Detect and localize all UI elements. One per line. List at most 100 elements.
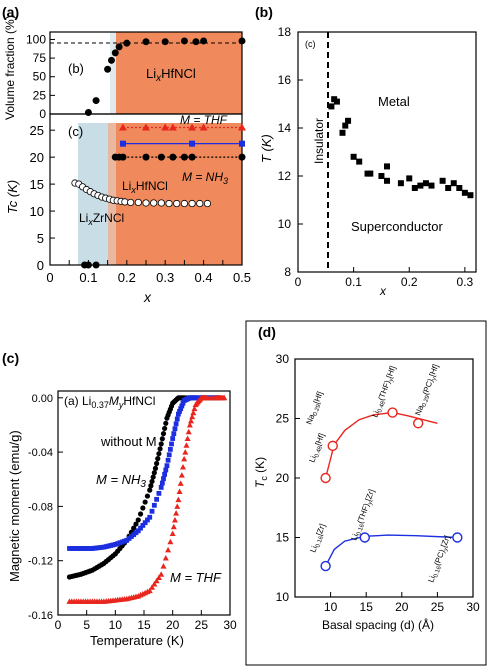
x-tick-label: 0 xyxy=(46,270,53,285)
insulator-region-a-top xyxy=(110,32,117,114)
plot-frame-b xyxy=(297,31,477,273)
y-tick-label: 0 xyxy=(39,107,46,121)
point-label: Li0.48[Hf] xyxy=(307,432,328,464)
data-point xyxy=(180,37,188,45)
title-c: Li0.37MyHfNCl xyxy=(82,394,155,410)
x-tick-label: 0.1 xyxy=(79,270,97,285)
x-tick-label: 0.2 xyxy=(118,270,136,285)
data-point xyxy=(154,460,160,467)
x-tick-label: 5 xyxy=(83,618,90,632)
data-point xyxy=(133,521,139,527)
data-point xyxy=(203,199,212,208)
data-point xyxy=(189,413,196,420)
data-point xyxy=(84,109,92,117)
points-c xyxy=(66,394,228,604)
sub-label-b: (c) xyxy=(305,39,316,49)
data-point xyxy=(146,587,153,594)
data-point xyxy=(159,436,165,442)
data-point xyxy=(177,408,182,414)
y-tick-label: 20 xyxy=(30,150,44,165)
data-point xyxy=(157,153,165,161)
data-point xyxy=(200,37,208,45)
y-tick-label: -0.08 xyxy=(28,501,53,513)
series-lines-a-bottom xyxy=(115,126,242,158)
data-point xyxy=(412,418,424,429)
data-point xyxy=(163,420,169,426)
data-point xyxy=(169,530,176,537)
data-point xyxy=(174,503,181,509)
y-tick-label: 10 xyxy=(278,217,292,231)
y-tick-label: 18 xyxy=(278,25,292,39)
panel-label-c: (c) xyxy=(2,350,19,366)
data-point xyxy=(328,103,335,110)
data-point xyxy=(161,123,170,131)
data-point xyxy=(180,199,188,208)
data-point xyxy=(142,38,150,46)
data-point xyxy=(387,407,398,418)
data-point xyxy=(159,480,165,486)
data-point xyxy=(327,440,338,452)
data-point xyxy=(190,409,197,416)
data-point xyxy=(181,455,188,462)
data-point xyxy=(171,431,177,437)
y-ticks-a-top: 0 25 50 75 100 xyxy=(26,32,55,121)
panel-label-b: (b) xyxy=(255,4,273,20)
data-point xyxy=(137,511,144,517)
data-point xyxy=(167,446,173,452)
data-point xyxy=(145,517,150,523)
data-point xyxy=(238,37,246,45)
label-c-nh3: M = NH3 xyxy=(96,472,146,490)
data-point xyxy=(445,185,452,191)
data-point xyxy=(142,199,150,207)
data-point xyxy=(456,185,463,191)
data-point xyxy=(359,532,370,543)
points-a-top xyxy=(84,37,246,117)
y-tick-label: 10 xyxy=(30,204,44,219)
data-point xyxy=(439,177,446,184)
data-point xyxy=(142,499,148,505)
data-point xyxy=(461,189,468,196)
data-point xyxy=(221,394,228,401)
data-point xyxy=(167,538,174,545)
data-point xyxy=(144,493,151,499)
x-tick-label: 15 xyxy=(360,600,374,614)
x-tick-label: 30 xyxy=(223,618,237,632)
data-point xyxy=(92,261,100,269)
x-tick-label: 25 xyxy=(431,600,445,614)
data-point xyxy=(134,198,142,207)
data-point xyxy=(179,403,185,409)
point-label: Na0.29(PC)y[Hf] xyxy=(413,363,442,417)
data-point xyxy=(384,177,390,184)
data-point xyxy=(142,153,150,161)
data-point xyxy=(149,478,155,485)
data-point xyxy=(450,180,457,187)
point-labels-d: Li0.48[Hf]Na0.29[Hf]Li0.48(THF)y[Hf]Na0.… xyxy=(304,363,451,584)
x-tick-label: 30 xyxy=(466,600,480,614)
ylabel-tc: Tc (K) xyxy=(5,180,20,214)
y-tick-label: 14 xyxy=(278,121,292,135)
panel-label-d: (d) xyxy=(258,324,276,340)
data-point xyxy=(149,584,156,590)
y-tick-label: 5 xyxy=(37,231,44,246)
data-point xyxy=(180,153,188,161)
data-point xyxy=(127,198,135,207)
x-tick-label: 0.5 xyxy=(233,270,251,285)
data-point xyxy=(149,508,155,514)
y-tick-label: 100 xyxy=(26,32,46,46)
data-point xyxy=(155,456,161,462)
gradient-region xyxy=(108,123,118,265)
data-point xyxy=(239,140,245,147)
data-point xyxy=(115,43,123,51)
y-tick-label: -0.12 xyxy=(28,556,53,568)
xlabel-x-a: x xyxy=(143,289,152,305)
y-ticks-a-bottom: 0 5 10 15 20 25 xyxy=(30,123,55,273)
data-point xyxy=(151,502,157,508)
data-point xyxy=(397,180,404,187)
data-point xyxy=(84,261,92,269)
data-point xyxy=(172,426,178,432)
y-tick-label: 25 xyxy=(276,412,290,426)
y-tick-label: 12 xyxy=(278,169,292,183)
data-point xyxy=(452,532,463,543)
x-tick-label: 0.4 xyxy=(195,270,213,285)
data-point xyxy=(333,98,340,105)
